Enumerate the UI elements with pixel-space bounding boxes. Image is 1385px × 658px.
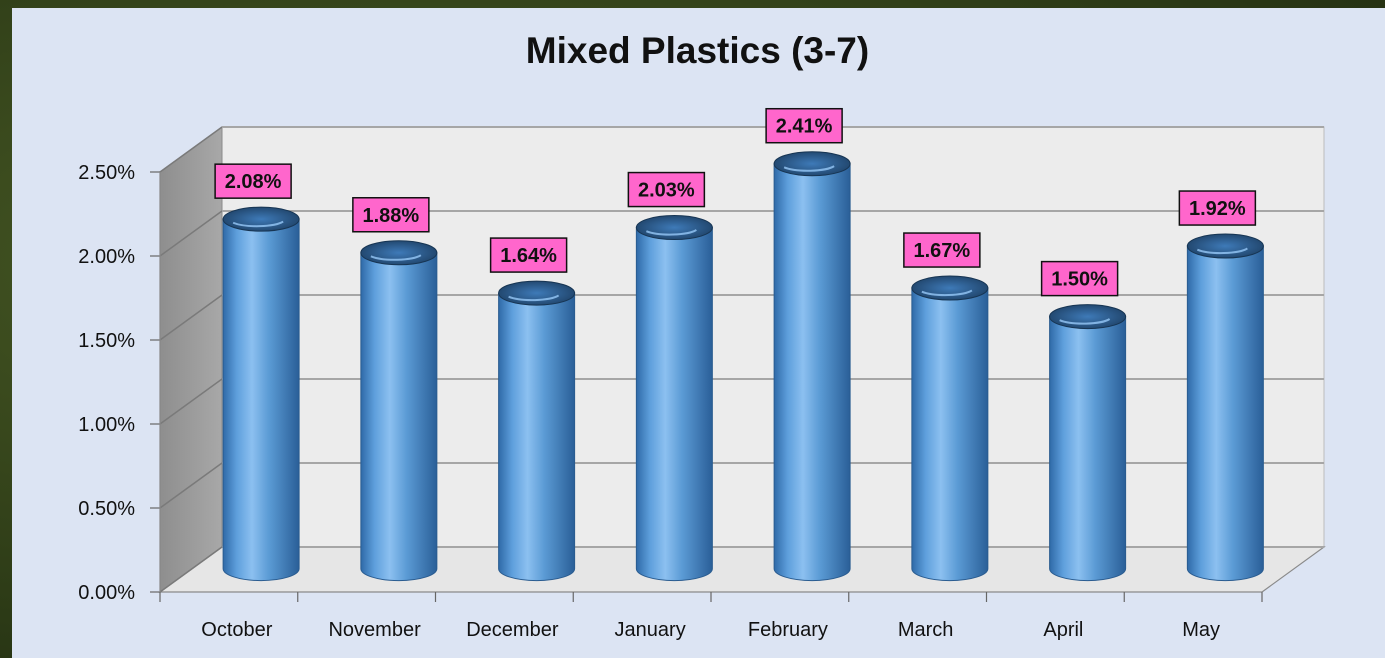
y-tick-label: 0.50% [78,498,135,520]
bar-body [773,163,851,582]
gridline-side [159,462,223,509]
bar-highlight [232,220,284,228]
gridline-side [159,546,223,593]
data-label: 1.92% [1189,198,1246,220]
y-tick-label: 1.50% [78,330,135,352]
bar-cap [773,151,851,177]
data-label-box [352,197,430,233]
y-tick-label: 1.00% [78,414,135,436]
chart-title: Mixed Plastics (3-7) [525,30,870,71]
bar-body [1186,245,1264,582]
bar-body [635,227,713,582]
bar [635,215,713,582]
bar-body [911,287,989,582]
data-label-box [214,163,292,199]
bar [1186,233,1264,582]
gridline-side [159,126,223,173]
bar-cap [911,275,989,301]
side-wall [159,126,223,593]
data-label-box [1178,190,1257,226]
x-tick-label: May [1182,619,1220,641]
bar-body [1049,316,1127,582]
bar [222,206,300,582]
data-label: 1.88% [363,205,420,227]
bar-highlight [370,254,422,261]
x-tick-label: February [748,619,828,641]
bar-highlight [921,289,973,297]
bar-cap [1186,233,1264,259]
bar-body [360,252,438,582]
bar [911,275,989,582]
bar [773,151,851,582]
bar-highlight [645,229,697,236]
bar-body [498,292,576,582]
y-tick-label: 2.00% [78,246,135,268]
bar-highlight [783,165,835,172]
data-label: 1.67% [914,240,971,262]
y-tick-label: 0.00% [78,582,135,604]
floor [158,546,1326,593]
bar-highlight [1196,247,1248,255]
bar-cap [1049,304,1127,330]
y-tick-label: 2.50% [78,162,135,184]
gridline-side [159,210,223,257]
bar [1049,304,1127,582]
bar-cap [498,280,576,306]
bar-highlight [1059,318,1111,325]
bar-cap [360,240,438,266]
x-tick-label: April [1043,619,1083,641]
bar [498,280,576,582]
bar-cap [635,215,713,241]
data-label: 2.41% [776,116,833,138]
data-label: 1.50% [1051,269,1108,291]
data-label: 1.64% [500,245,557,267]
x-tick-label: October [201,619,272,641]
bar-highlight [508,294,560,302]
gridline-side [159,294,223,341]
bar-cap [222,206,300,232]
data-label-box [1040,260,1119,297]
bar [360,240,438,582]
x-tick-label: March [898,619,954,641]
data-label-box [489,237,568,273]
data-label-box [627,171,706,208]
data-label: 2.03% [638,180,695,202]
data-label-box [903,232,981,268]
x-tick-label: December [466,619,559,641]
x-tick-label: November [328,619,421,641]
x-tick-label: January [615,619,686,641]
data-label-box [765,107,843,144]
data-label: 2.08% [225,171,282,193]
bar-body [222,218,300,582]
gridline-side [159,378,223,425]
